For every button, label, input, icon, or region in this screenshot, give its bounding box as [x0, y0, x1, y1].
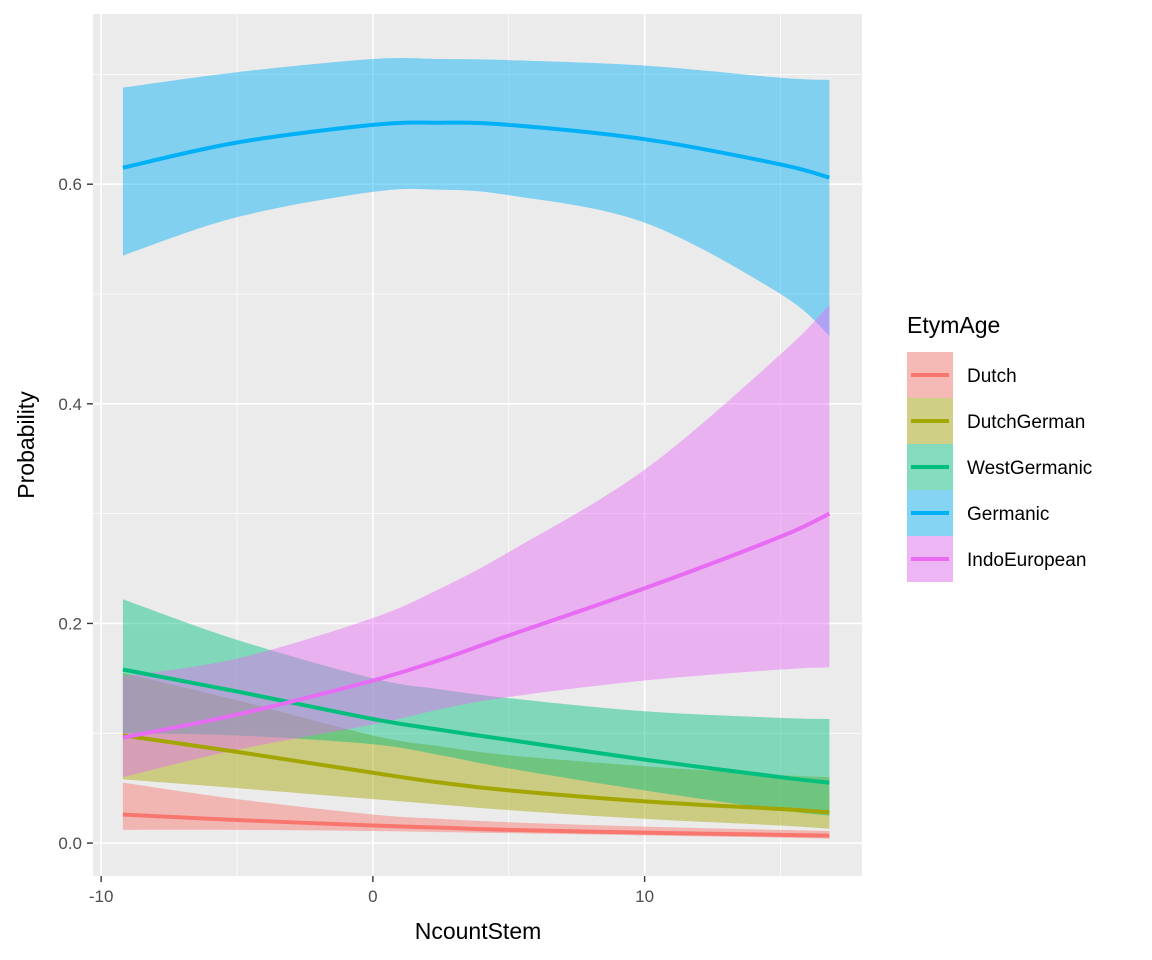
series-lines: [122, 120, 831, 838]
legend-label-dutch: Dutch: [967, 366, 1017, 387]
legend: EtymAge Dutch DutchGerman WestGermanic Germ…: [907, 312, 1092, 582]
axis-ticks: [87, 183, 646, 882]
band-indoeuropean: [122, 304, 830, 778]
grid-major: [93, 14, 862, 876]
legend-label-dutchgerman: DutchGerman: [967, 412, 1085, 433]
legend-title: EtymAge: [907, 312, 1000, 338]
line-germanic: [122, 120, 830, 180]
line-indoeuropean: [122, 511, 831, 740]
band-dutch: [122, 782, 830, 839]
y-tick-label: 0.2: [58, 614, 82, 633]
x-tick-label: -10: [89, 887, 114, 906]
line-westgermanic: [122, 667, 830, 785]
legend-label-westgermanic: WestGermanic: [967, 458, 1092, 479]
line-dutch: [122, 812, 830, 838]
panel-background: [93, 14, 862, 876]
x-axis-title: NcountStem: [415, 918, 542, 944]
grid-minor: [93, 14, 862, 876]
band-dutchgerman: [122, 672, 830, 829]
x-tick-label: 0: [368, 887, 377, 906]
y-tick-label: 0.0: [58, 834, 82, 853]
y-tick-label: 0.4: [58, 395, 82, 414]
y-axis-title: Probability: [13, 391, 39, 499]
legend-items: Dutch DutchGerman WestGermanic Germanic Indo…: [907, 352, 1092, 582]
x-tick-label: 10: [635, 887, 654, 906]
line-dutchgerman: [122, 733, 830, 815]
legend-label-germanic: Germanic: [967, 504, 1049, 525]
y-tick-label: 0.6: [58, 175, 82, 194]
legend-label-indoeuropean: IndoEuropean: [967, 550, 1086, 571]
band-germanic: [122, 58, 830, 336]
tick-labels: -10 0 10 0.0 0.2 0.4 0.6: [58, 175, 654, 906]
